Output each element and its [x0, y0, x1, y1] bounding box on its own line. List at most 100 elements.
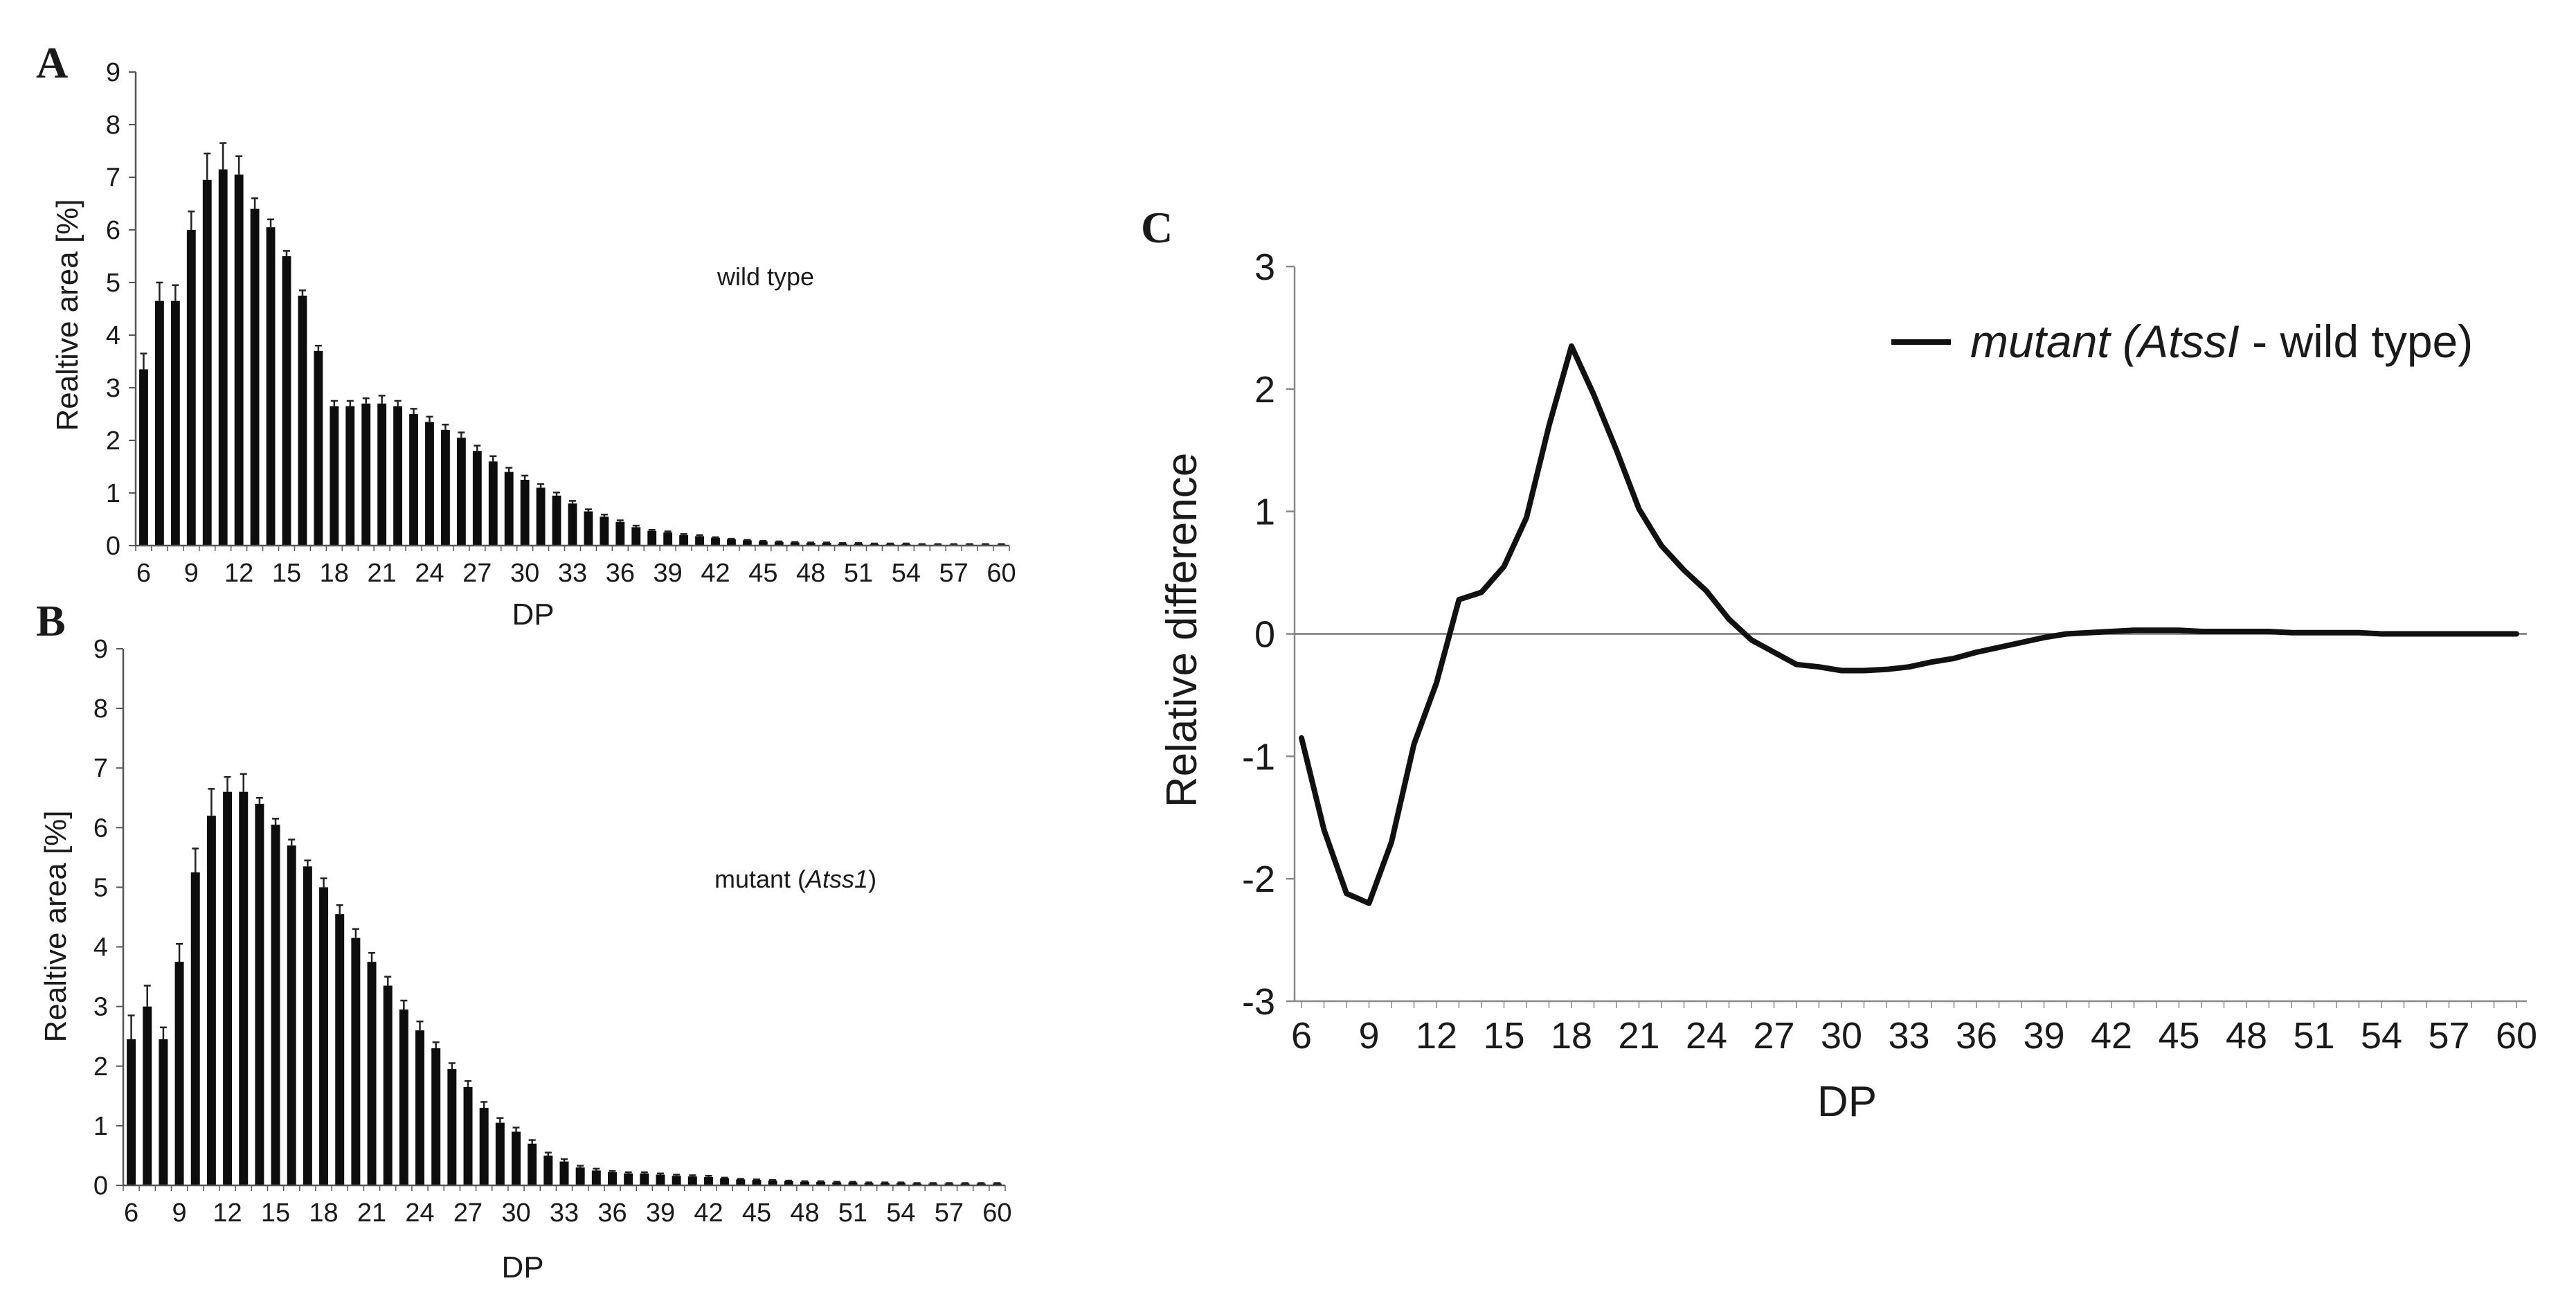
bar-b-dp30: [512, 1131, 521, 1185]
ytick-label-a-5: 5: [106, 269, 120, 298]
xtick-label-a-45: 45: [748, 559, 777, 588]
chart-c-ylabel: Relative difference: [1158, 453, 1206, 807]
bar-a-dp29: [504, 472, 514, 546]
xtick-label-c-6: 6: [1291, 1015, 1312, 1057]
ytick-label-b-6: 6: [93, 814, 108, 843]
bar-b-dp20: [351, 937, 361, 1185]
bar-a-dp38: [647, 530, 657, 546]
xtick-label-c-15: 15: [1483, 1015, 1524, 1057]
bar-a-dp16: [298, 296, 307, 546]
xtick-label-a-33: 33: [558, 559, 587, 588]
chart-a-annotation: wild type: [717, 262, 814, 291]
chart-b-annotation-suffix: ): [868, 865, 876, 893]
ytick-label-a-4: 4: [106, 321, 120, 350]
bar-a-dp32: [552, 495, 561, 546]
series-line-c-0: [1299, 343, 2519, 906]
bar-a-dp27: [472, 451, 482, 546]
xtick-label-b-15: 15: [261, 1199, 290, 1228]
xtick-label-a-12: 12: [224, 559, 253, 588]
xtick-label-b-27: 27: [453, 1199, 483, 1228]
ytick-label-c--3: -3: [1242, 981, 1275, 1023]
xtick-label-a-51: 51: [844, 559, 873, 588]
xtick-label-a-57: 57: [939, 559, 969, 588]
xtick-label-b-57: 57: [935, 1199, 964, 1228]
bar-b-dp43: [720, 1178, 730, 1185]
bar-b-dp29: [495, 1122, 505, 1185]
ytick-label-b-2: 2: [93, 1052, 108, 1082]
chart-a-bars: [139, 142, 1006, 546]
xtick-label-a-9: 9: [184, 559, 199, 588]
bar-b-dp55: [912, 1183, 922, 1185]
xtick-label-b-9: 9: [172, 1199, 187, 1228]
bar-b-dp57: [944, 1183, 954, 1185]
bar-b-dp39: [656, 1174, 665, 1185]
xtick-label-c-27: 27: [1753, 1015, 1794, 1057]
bar-a-dp15: [282, 256, 291, 546]
bar-a-dp31: [536, 487, 546, 546]
ytick-label-b-9: 9: [93, 635, 108, 664]
legend-italic-1: mutant (Atss: [1970, 316, 2226, 367]
xtick-label-b-30: 30: [501, 1199, 530, 1228]
bar-b-dp49: [816, 1181, 826, 1185]
bar-a-dp39: [663, 532, 673, 546]
ytick-label-c--1: -1: [1242, 736, 1275, 778]
xtick-label-b-54: 54: [886, 1199, 915, 1228]
bar-a-dp45: [758, 541, 768, 546]
bar-b-dp32: [543, 1155, 553, 1185]
panel-letter-c: C: [1141, 203, 1173, 252]
xtick-label-c-18: 18: [1551, 1015, 1592, 1057]
bar-b-dp26: [447, 1069, 457, 1185]
chart-b-annotation-prefix: mutant (: [714, 865, 806, 893]
bar-a-dp47: [790, 542, 800, 546]
bar-a-dp10: [202, 179, 212, 546]
bar-b-dp37: [624, 1173, 633, 1185]
xtick-label-a-36: 36: [606, 559, 635, 588]
bar-b-dp41: [687, 1176, 697, 1185]
xtick-label-c-30: 30: [1821, 1015, 1862, 1057]
bar-a-dp44: [742, 540, 752, 546]
bar-a-dp49: [822, 543, 831, 546]
bar-b-dp22: [383, 985, 393, 1185]
bar-b-dp23: [399, 1009, 408, 1185]
bar-b-dp46: [768, 1181, 777, 1185]
ytick-label-b-0: 0: [93, 1172, 108, 1201]
xtick-label-b-42: 42: [694, 1199, 723, 1228]
bar-b-dp8: [159, 1039, 168, 1185]
ytick-label-a-8: 8: [106, 111, 120, 140]
ytick-label-a-0: 0: [106, 532, 120, 561]
bar-b-dp12: [223, 791, 233, 1185]
ytick-label-a-3: 3: [106, 374, 120, 403]
bar-a-dp34: [584, 511, 593, 546]
xtick-label-c-45: 45: [2158, 1015, 2199, 1057]
bar-a-dp36: [615, 521, 625, 546]
bar-a-dp41: [695, 536, 704, 546]
bar-a-dp12: [234, 174, 244, 546]
xtick-label-a-18: 18: [320, 559, 349, 588]
bar-a-dp30: [520, 480, 530, 546]
bar-b-dp24: [415, 1030, 425, 1185]
bar-b-dp33: [559, 1161, 569, 1185]
bar-b-dp44: [736, 1179, 746, 1185]
bar-b-dp10: [190, 872, 200, 1185]
xtick-label-a-27: 27: [462, 559, 492, 588]
xtick-label-b-45: 45: [742, 1199, 771, 1228]
legend-regular: - wild type): [2240, 316, 2473, 367]
bar-b-dp40: [672, 1176, 681, 1185]
bar-b-dp13: [239, 791, 249, 1185]
ytick-label-b-8: 8: [93, 694, 108, 724]
xtick-label-b-39: 39: [646, 1199, 675, 1228]
bar-b-dp50: [832, 1182, 842, 1185]
xtick-label-c-24: 24: [1686, 1015, 1727, 1057]
chart-b-annotation-italic: Atss1: [804, 865, 868, 893]
bar-a-dp37: [631, 527, 641, 546]
bar-a-dp43: [727, 539, 736, 546]
xtick-label-b-12: 12: [213, 1199, 242, 1228]
bar-a-dp8: [170, 300, 180, 546]
bar-a-dp23: [409, 414, 418, 546]
bar-a-dp51: [854, 543, 863, 546]
